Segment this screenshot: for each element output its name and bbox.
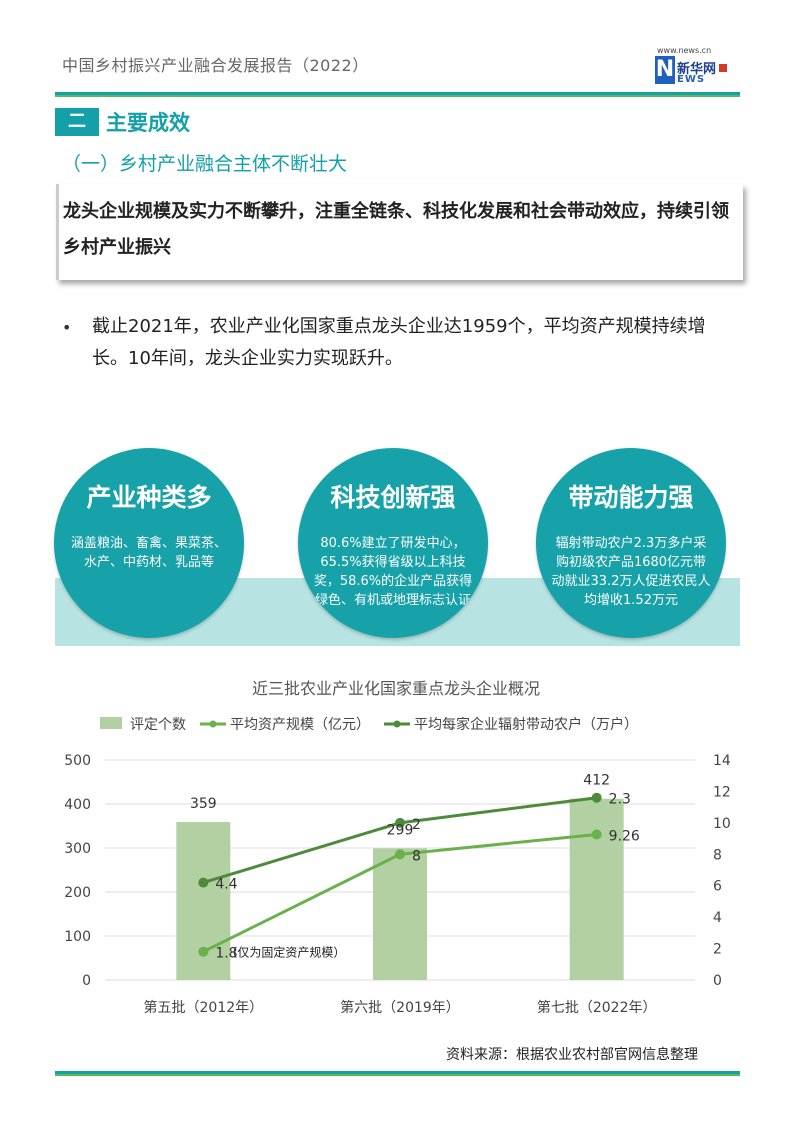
circle-title: 带动能力强 [568,483,694,512]
series-point [198,877,209,888]
bar [373,848,427,980]
logo-letters: EWS [677,74,706,85]
bar-value-label: 412 [583,773,610,789]
circle-body: 辐射带动农户2.3万多户采购初级农产品1680亿元带动就业33.2万人促进农民人… [551,536,711,608]
logo-letter-n: N [655,56,675,84]
line-value-label: 4.4 [215,877,237,893]
logo-dot [719,64,727,72]
xinhua-logo: www.news.cn N 新华网 EWS [655,44,731,86]
chart-lines [198,792,602,957]
section-number: 二 [55,108,99,136]
legend-label: 评定个数 [130,717,186,733]
bar-value-label: 299 [387,822,414,838]
chart-legend: 评定个数 平均资产规模（亿元） 平均每家企业辐射带动农户（万户） [100,716,638,733]
legend-label: 平均每家企业辐射带动农户（万户） [414,716,638,733]
series-point [591,829,602,840]
right-axis-tick: 6 [713,879,722,895]
circle-body: 涵盖粮油、畜禽、果菜茶、水产、中药材、乳品等 [70,536,227,570]
left-axis-tick: 500 [64,753,91,769]
left-axis-tick: 200 [64,885,91,901]
circle-body: 80.6%建立了研发中心，65.5%获得省级以上科技奖，58.6%的企业产品获得… [313,536,473,608]
bar [569,798,624,980]
right-axis-tick: 0 [713,973,722,989]
x-axis-tick: 第六批（2019年） [340,999,460,1016]
chart-annotation: （仅为固定资产规模） [225,945,345,960]
right-axis-tick: 10 [713,816,731,832]
x-axis-tick: 第七批（2022年） [537,999,657,1016]
highlight-text: 龙头企业规模及实力不断攀升，注重全链条、科技化发展和社会带动效应，持续引领乡村产… [63,201,729,258]
bar-value-label: 359 [190,796,217,812]
series-point [395,817,405,828]
series-point [591,792,602,803]
right-axis-tick: 4 [713,910,722,926]
data-source: 资料来源：根据农业农村部官网信息整理 [446,1047,698,1063]
logo-brand: 新华网 [677,62,717,77]
bullet-text: 截止2021年，农业产业化国家重点龙头企业达1959个，平均资产规模持续增长。1… [92,316,706,369]
chart-axes: 0 100 200 300 400 500 0 2 4 6 8 10 12 14 第五批（2012年） 第六批… [64,753,731,1016]
legend-swatch [100,717,122,729]
right-axis-tick: 8 [713,847,722,863]
section-subtitle: （一）乡村产业融合主体不断壮大 [62,153,348,175]
chart-data-labels: 359 299 412 1.8 8 9.26 4.4 2 2.3 [190,773,640,962]
legend-marker [209,720,217,728]
line-value-label: 2.3 [609,792,631,808]
circle-title: 产业种类多 [86,483,212,512]
report-title: 中国乡村振兴产业融合发展报告（2022） [62,56,369,75]
right-axis-tick: 2 [713,942,722,958]
series-point [395,849,405,860]
chart-title: 近三批农业产业化国家重点龙头企业概况 [252,679,540,698]
circle-tech-innovation: 科技创新强 80.6%建立了研发中心，65.5%获得省级以上科技奖，58.6%的… [298,448,488,638]
bullet-marker: • [62,318,72,337]
circle-title: 科技创新强 [330,483,456,512]
left-axis-tick: 400 [64,797,91,813]
header-divider [55,92,740,95]
line-value-label: 9.26 [609,828,640,844]
highlight-box: 龙头企业规模及实力不断攀升，注重全链条、科技化发展和社会带动效应，持续引领乡村产… [56,184,743,280]
left-axis-tick: 100 [64,929,91,945]
circle-driving-capacity: 带动能力强 辐射带动农户2.3万多户采购初级农产品1680亿元带动就业33.2万… [536,448,726,638]
right-axis-tick: 14 [713,753,731,769]
line-value-label: 8 [412,848,421,864]
chart-bars [176,798,624,980]
legend-label: 平均资产规模（亿元） [230,717,370,733]
logo-url: www.news.cn [657,46,712,55]
legend-marker [393,720,401,728]
x-axis-tick: 第五批（2012年） [144,999,264,1016]
footer-divider [55,1071,740,1074]
enterprise-chart: 近三批农业产业化国家重点龙头企业概况 评定个数 平均资产规模（亿元） 平均每家企业辐… [64,679,731,1016]
series-point [198,946,209,957]
section-title: 主要成效 [106,111,190,135]
line-value-label: 1.8 [215,946,237,962]
header-divider-accent [55,95,740,97]
left-axis-tick: 300 [64,841,91,857]
right-axis-tick: 12 [713,784,731,800]
line-value-label: 2 [412,817,421,833]
circle-industry-variety: 产业种类多 涵盖粮油、畜禽、果菜茶、水产、中药材、乳品等 [54,448,244,638]
footer-divider-accent [55,1074,740,1076]
left-axis-tick: 0 [82,973,91,989]
